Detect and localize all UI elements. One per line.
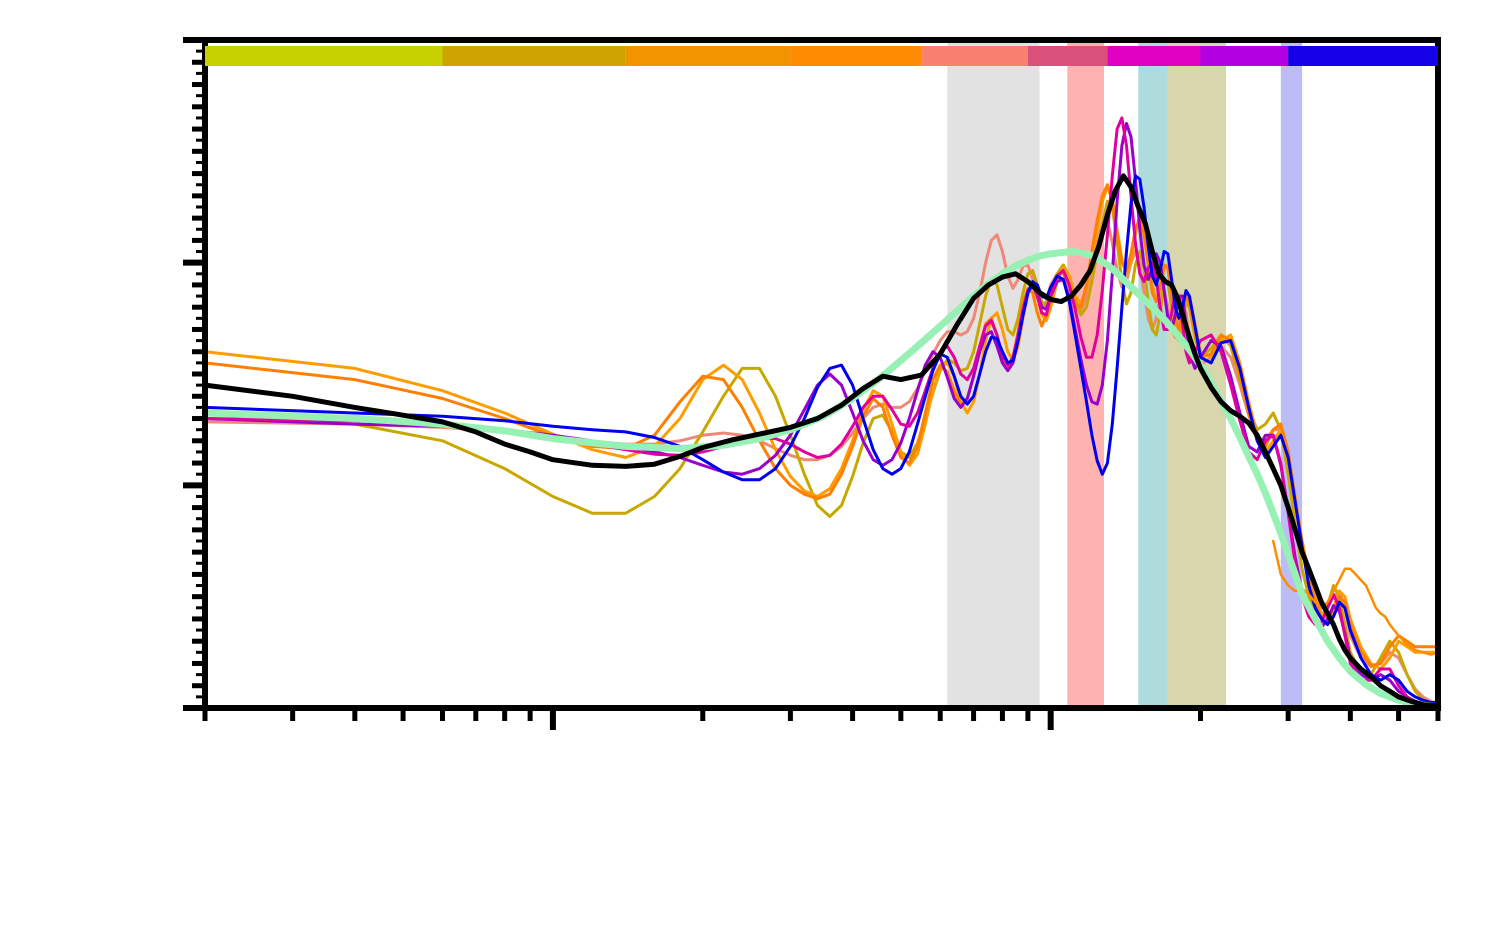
shaded-band	[1067, 40, 1104, 708]
colorbar-segment	[626, 46, 791, 66]
power-spectrum-chart	[0, 0, 1494, 952]
colorbar-segment	[1288, 46, 1438, 66]
chart-svg	[0, 0, 1494, 952]
colorbar-segment	[1028, 46, 1107, 66]
shaded-band	[1168, 40, 1226, 708]
colorbar-segment	[205, 46, 442, 66]
colorbar-segment	[790, 46, 921, 66]
shaded-band	[1281, 40, 1302, 708]
colorbar-segment	[921, 46, 1027, 66]
colorbar-segment	[1107, 46, 1200, 66]
colorbar-segment	[1201, 46, 1289, 66]
colorbar-segment	[442, 46, 625, 66]
shaded-band	[1138, 40, 1168, 708]
